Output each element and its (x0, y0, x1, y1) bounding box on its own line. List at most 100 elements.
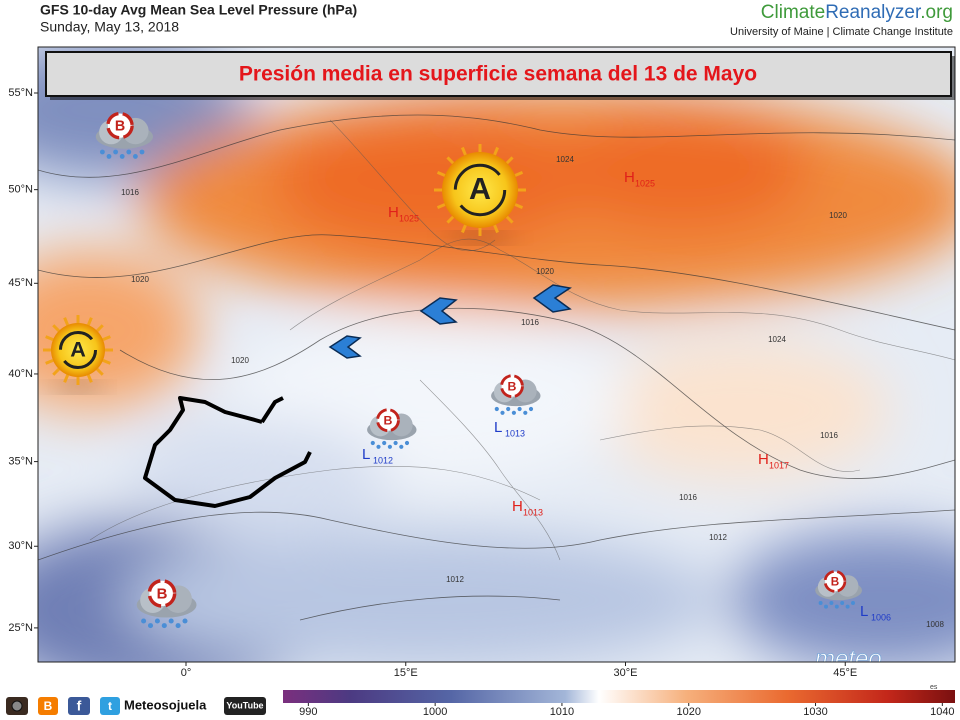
storm (147, 579, 177, 608)
shadow (53, 382, 103, 392)
lat-label: 45°N (8, 277, 33, 289)
colorbar-label: 1010 (550, 706, 574, 718)
brand-name: ClimateReanalyzer.org (761, 2, 953, 23)
colorbar-label: 1030 (803, 706, 827, 718)
sun-ray (86, 374, 93, 383)
youtube-logo (224, 697, 266, 715)
rain-drop (175, 623, 181, 629)
sun-ray (45, 358, 54, 365)
isobar-label: 1024 (768, 335, 786, 344)
sun-ray (461, 146, 467, 156)
rain-drop (126, 149, 132, 155)
rain-drop (132, 153, 138, 159)
sun-ray (514, 171, 524, 177)
isobar-label: 1016 (679, 493, 697, 502)
sun-ray (493, 224, 499, 234)
sun-ray (102, 358, 111, 365)
brand-subtitle: University of Maine | Climate Change Ins… (730, 26, 953, 38)
center-value: 1025 (399, 213, 419, 223)
rain-drop (161, 623, 167, 629)
sun (442, 152, 518, 228)
lat-label: 40°N (8, 368, 33, 380)
sun-ray (63, 374, 70, 383)
colorbar-label: 1020 (676, 706, 700, 718)
center-value: 1006 (871, 612, 891, 622)
watermark-part: meteo (815, 645, 882, 672)
highlight-outline (143, 396, 312, 508)
isobar-label: 1020 (131, 275, 149, 284)
sun-ring (58, 330, 98, 370)
rain-drop (845, 604, 850, 609)
low-symbol: B (115, 118, 125, 134)
weather-icons: A A B B B B B (43, 111, 862, 629)
rain-drop (376, 444, 381, 449)
social-icons: B f t (6, 697, 120, 715)
sun-ray (63, 317, 70, 326)
lon-label: 45°E (833, 667, 857, 679)
sun-ray (86, 317, 93, 326)
center-letter: L (494, 419, 502, 436)
wind-arrows (328, 284, 572, 359)
shadow (445, 233, 515, 243)
lat-label: 50°N (8, 184, 33, 196)
brand-part: .org (920, 2, 953, 23)
center-letter: L (860, 603, 868, 620)
low-symbol: B (831, 575, 839, 588)
sun-ring (453, 163, 507, 217)
watermark: meteo Sojuela (815, 645, 922, 684)
sun-ray (514, 203, 524, 209)
lat-label: 55°N (8, 87, 33, 99)
rain-drop (182, 618, 188, 624)
colorbar-label: 1000 (423, 706, 447, 718)
map-date: Sunday, May 13, 2018 (40, 19, 179, 35)
low-symbol: B (157, 586, 168, 603)
sun-ray (45, 335, 54, 342)
rain-drop (147, 623, 154, 629)
colorbar-label: 1040 (930, 706, 954, 718)
isobar-label: 1020 (829, 211, 847, 220)
lon-label: 30°E (614, 667, 638, 679)
rain-drop (141, 618, 147, 624)
lat-label: 25°N (8, 622, 33, 634)
brand-part: Climate (761, 2, 825, 23)
isobar-label: 1016 (521, 318, 539, 327)
center-value: 1013 (523, 507, 543, 517)
rain-drop (824, 604, 828, 609)
sun-ray (446, 215, 455, 224)
isobar-label: 1012 (709, 533, 727, 542)
rain-drop (494, 406, 499, 412)
axes: 55°N 50°N 45°N 40°N 35°N 30°N 25°N 0° 15°E 30°E 45… (8, 87, 857, 679)
watermark-part: Sojuela (862, 664, 922, 684)
sun-ray (436, 171, 446, 177)
isobar-label: 1012 (446, 575, 464, 584)
watermark-suffix: es (930, 684, 938, 691)
center-value: 1025 (635, 178, 655, 188)
rain-drop (528, 406, 534, 412)
rain-drop (523, 410, 528, 415)
svg-text:t: t (108, 699, 112, 713)
rain-drop (851, 601, 855, 605)
rain-drop (511, 410, 516, 415)
center-letter: H (512, 498, 523, 515)
colorbar-label: 990 (299, 706, 317, 718)
rain-drop (370, 440, 375, 446)
banner-box (45, 51, 952, 97)
banner-text: Presión media en superficie semana del 1… (239, 63, 757, 86)
storm (823, 570, 847, 593)
isobar-labels: 1016 1020 1020 1024 1020 1020 1016 1024 1016 1016… (121, 155, 944, 629)
colorbar-scale (283, 690, 955, 703)
rain-drop (382, 440, 387, 446)
rain-drop (106, 153, 112, 159)
rain-drop (829, 601, 834, 605)
sun-ray (96, 324, 104, 332)
rain-drop (500, 410, 505, 415)
rain-drop (840, 601, 845, 605)
svg-text:f: f (77, 698, 82, 714)
rain-drop (154, 618, 160, 624)
lat-label: 35°N (8, 456, 33, 468)
storm (376, 408, 400, 433)
rain-drop (387, 444, 392, 449)
high-symbol: A (469, 172, 491, 206)
rain-drop (404, 440, 410, 446)
